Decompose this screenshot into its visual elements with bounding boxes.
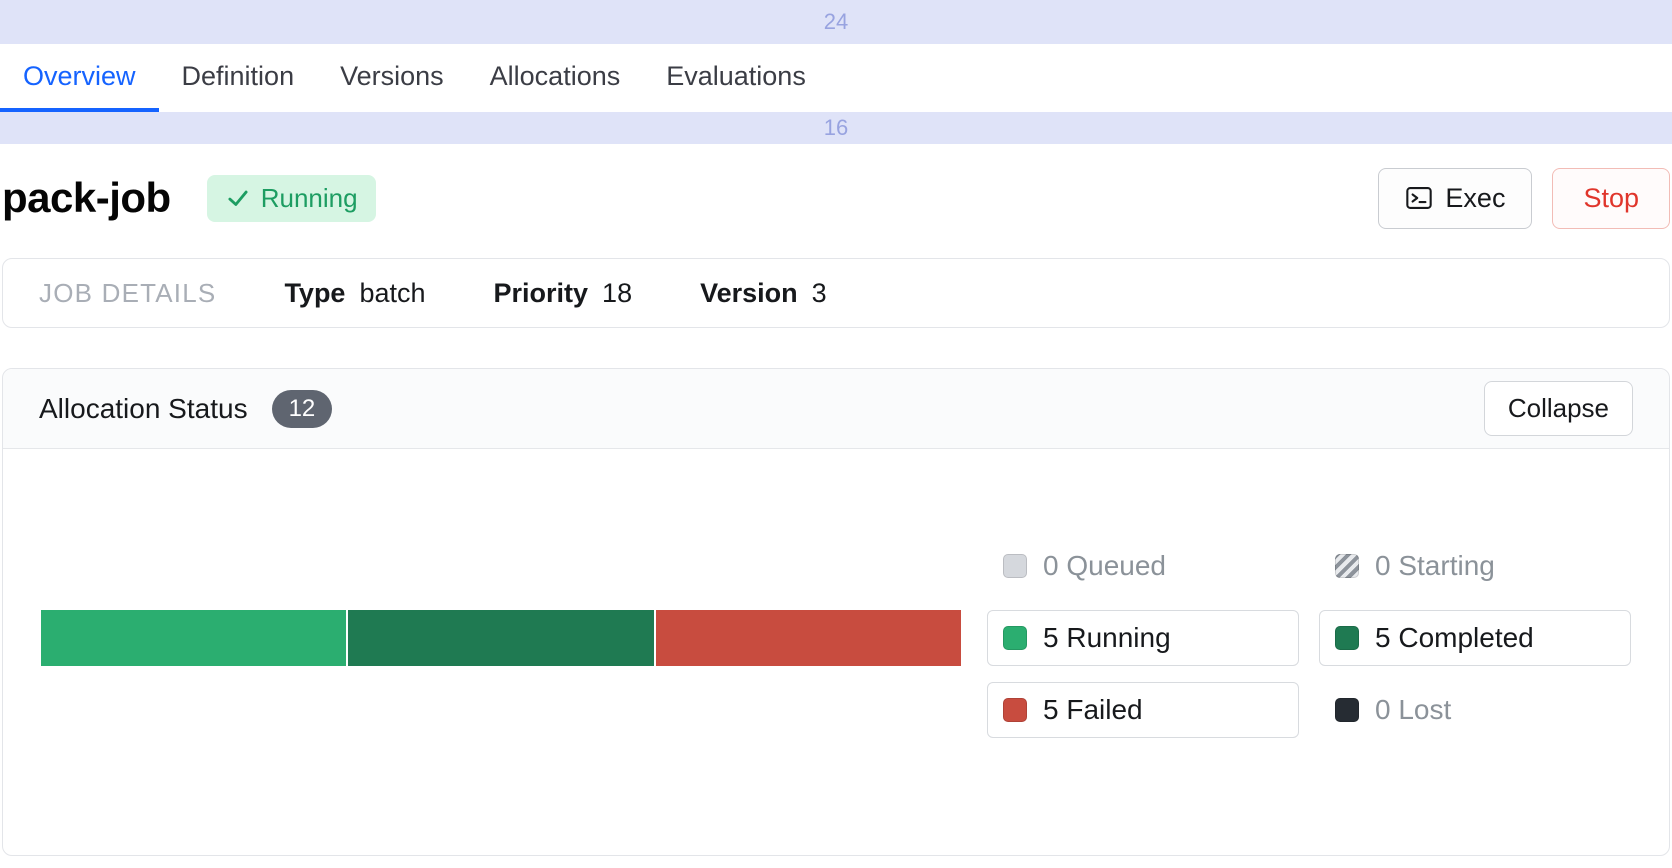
allocation-legend: 0 Queued 0 Starting 5 Running 5 Complete… (987, 538, 1631, 738)
spacer-top: 24 (0, 0, 1672, 44)
page-title: pack-job (2, 174, 171, 221)
spacer-middle: 16 (0, 112, 1672, 144)
failed-swatch-icon (1003, 698, 1027, 722)
status-badge: Running (206, 174, 376, 222)
allocation-bar (41, 610, 961, 666)
job-header: pack-job Running Exec Stop (0, 144, 1672, 252)
field-version-value: 3 (811, 277, 827, 308)
allocation-status-title: Allocation Status (39, 392, 248, 424)
spacer-middle-value: 16 (823, 115, 849, 140)
allocation-count-badge: 12 (271, 389, 333, 428)
legend-item-queued: 0 Queued (987, 538, 1299, 594)
tab-allocations[interactable]: Allocations (467, 44, 644, 112)
exec-button-label: Exec (1445, 182, 1506, 213)
field-version-label: Version (700, 277, 798, 308)
tab-evaluations[interactable]: Evaluations (643, 44, 829, 112)
field-priority-label: Priority (493, 277, 589, 308)
legend-label-running: 5 Running (1043, 622, 1171, 653)
spacer-top-value: 24 (823, 9, 849, 34)
legend-label-starting: 0 Starting (1375, 550, 1495, 581)
legend-item-failed[interactable]: 5 Failed (987, 682, 1299, 738)
tab-versions-label: Versions (340, 60, 444, 91)
legend-item-starting: 0 Starting (1319, 538, 1631, 594)
legend-item-running[interactable]: 5 Running (987, 610, 1299, 666)
legend-label-failed: 5 Failed (1043, 694, 1143, 725)
tab-allocations-label: Allocations (489, 60, 621, 91)
allocation-status-card: Allocation Status 12 Collapse 0 Queued 0… (2, 368, 1670, 856)
completed-swatch-icon (1335, 626, 1359, 650)
check-icon (228, 190, 248, 206)
job-details-heading: JOB DETAILS (39, 277, 217, 308)
terminal-icon (1406, 187, 1433, 209)
tab-versions[interactable]: Versions (317, 44, 467, 112)
field-version: Version 3 (700, 278, 827, 309)
field-priority-value: 18 (602, 277, 633, 308)
field-priority: Priority 18 (494, 278, 633, 309)
field-type: Type batch (284, 278, 425, 309)
job-details-card: JOB DETAILS Type batch Priority 18 Versi… (2, 258, 1670, 328)
field-type-value: batch (359, 277, 426, 308)
lost-swatch-icon (1335, 698, 1359, 722)
running-swatch-icon (1003, 626, 1027, 650)
bar-segment-running (41, 610, 347, 666)
header-actions: Exec Stop (1378, 167, 1670, 229)
legend-label-completed: 5 Completed (1375, 622, 1534, 653)
starting-swatch-icon (1335, 554, 1359, 578)
stop-button-label: Stop (1583, 182, 1639, 213)
stop-button[interactable]: Stop (1552, 167, 1670, 229)
tab-definition[interactable]: Definition (159, 44, 318, 112)
legend-label-lost: 0 Lost (1375, 694, 1452, 725)
allocation-status-body: 0 Queued 0 Starting 5 Running 5 Complete… (3, 449, 1669, 855)
exec-button[interactable]: Exec (1378, 167, 1533, 229)
tab-overview[interactable]: Overview (0, 44, 159, 112)
collapse-button[interactable]: Collapse (1483, 381, 1633, 436)
status-badge-label: Running (260, 182, 358, 213)
legend-label-queued: 0 Queued (1043, 550, 1166, 581)
tab-overview-label: Overview (23, 60, 136, 91)
tab-bar: Overview Definition Versions Allocations… (0, 44, 1672, 112)
bar-segment-failed (655, 610, 961, 666)
tab-evaluations-label: Evaluations (666, 60, 806, 91)
legend-item-lost: 0 Lost (1319, 682, 1631, 738)
field-type-label: Type (284, 277, 346, 308)
tab-definition-label: Definition (181, 60, 295, 91)
queued-swatch-icon (1003, 554, 1027, 578)
allocation-status-header: Allocation Status 12 Collapse (3, 369, 1669, 449)
legend-item-completed[interactable]: 5 Completed (1319, 610, 1631, 666)
bar-segment-completed (348, 610, 654, 666)
